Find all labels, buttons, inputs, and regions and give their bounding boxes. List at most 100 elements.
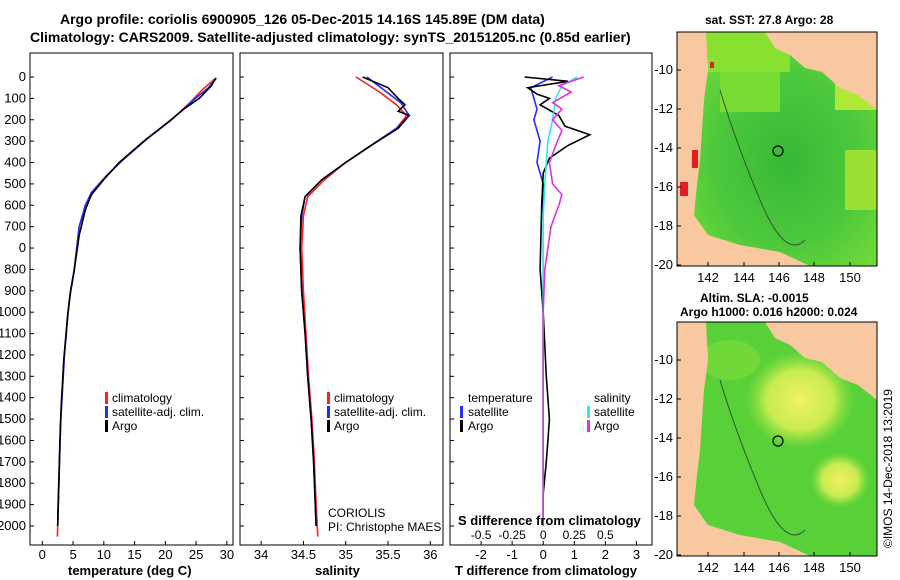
salinity-xlabel: salinity	[315, 563, 361, 578]
x-tick-label: 2	[602, 547, 609, 562]
depth-tick-label: 1800	[0, 475, 26, 490]
map-x-tick-label: 150	[839, 560, 861, 575]
series-line-s-argo	[542, 76, 584, 526]
temperature-xlabel: temperature (deg C)	[68, 563, 192, 578]
figure-title-line1: Argo profile: coriolis 6900905_126 05-De…	[60, 11, 545, 27]
series-line-s-satellite	[542, 76, 578, 526]
legend-title-salinity: salinity	[594, 391, 631, 405]
x-tick2-label: 0.25	[563, 528, 587, 542]
legend-title-temperature: temperature	[468, 391, 533, 405]
x-tick-label: 3	[633, 547, 640, 562]
legend-label-argo: Argo	[334, 419, 360, 433]
sla-map	[677, 322, 877, 556]
depth-tick-label: 1900	[0, 497, 26, 512]
x-tick-label: 0	[540, 547, 547, 562]
sla-map-frame	[676, 321, 878, 557]
x-tick-label: 36	[423, 547, 437, 562]
series-line-climatology	[300, 76, 408, 537]
difference-xlabel: T difference from climatology	[455, 563, 638, 578]
temperature-legend: climatology satellite-adj. clim. Argo	[105, 391, 204, 433]
depth-tick-label: 700	[4, 219, 26, 234]
series-line-satellite-adj-clim-	[56, 77, 218, 527]
x-tick2-label: -0.25	[498, 528, 526, 542]
figure-title-line2: Climatology: CARS2009. Satellite-adjuste…	[30, 29, 631, 45]
depth-tick-label: 100	[4, 90, 26, 105]
legend-swatch-t-satellite	[460, 406, 463, 418]
x-tick2-label: -0.5	[471, 528, 492, 542]
depth-tick-label: 1600	[0, 432, 26, 447]
series-line-satellite-adj-clim-	[299, 76, 411, 527]
x-tick-label: 5	[69, 547, 76, 562]
map-x-tick-label: 146	[768, 270, 790, 285]
map-y-tick-label: -16	[654, 179, 673, 194]
x-tick-label: 20	[158, 547, 172, 562]
coriolis-annotation: CORIOLIS	[328, 506, 385, 520]
sst-map	[677, 32, 877, 266]
x-tick-label: -1	[506, 547, 518, 562]
x-tick-label: 10	[97, 547, 111, 562]
argo-location-marker	[772, 435, 784, 447]
x-tick2-label: 0	[540, 528, 547, 542]
sst-map-ticks: 142 144 146 148 150 -10 -12 -14 -16 -18 -20	[654, 62, 861, 285]
difference-plot-frame	[449, 52, 653, 546]
depth-tick-label: 1700	[0, 454, 26, 469]
legend-label-climatology: climatology	[112, 391, 172, 405]
x-tick-label: 35	[338, 547, 352, 562]
sst-map-frame	[676, 31, 878, 267]
depth-tick-label: 400	[4, 155, 26, 170]
map-y-tick-label: -18	[654, 218, 673, 233]
legend-swatch-satellite	[327, 406, 330, 418]
map-x-tick-label: 144	[733, 560, 755, 575]
argo-location-marker	[772, 145, 784, 157]
legend-label-satellite: satellite-adj. clim.	[334, 405, 426, 419]
legend-swatch-satellite	[105, 406, 108, 418]
map-x-tick-label: 142	[697, 270, 719, 285]
legend-swatch-argo	[105, 420, 108, 432]
depth-tick-label: 1000	[0, 304, 26, 319]
s-difference-label: S difference from climatology	[458, 513, 642, 528]
depth-tick-label: 0	[19, 69, 26, 84]
salinity-x-ticks: 34 34.5 35 35.5 36	[254, 541, 438, 562]
x-tick-label: 30	[220, 547, 234, 562]
difference-series	[524, 76, 592, 526]
depth-tick-label: 2000	[0, 518, 26, 533]
depth-tick-label: 800	[4, 261, 26, 276]
x-tick-label: 34	[254, 547, 268, 562]
map-x-tick-label: 144	[733, 270, 755, 285]
series-line-argo	[56, 77, 217, 527]
depth-tick-label: 1200	[0, 347, 26, 362]
x-tick-label: 15	[127, 547, 141, 562]
map-y-tick-label: -12	[654, 391, 673, 406]
legend-swatch-climatology	[327, 392, 330, 404]
map-y-tick-label: -10	[654, 352, 673, 367]
legend-label-satellite: satellite-adj. clim.	[112, 405, 204, 419]
depth-tick-label: 1100	[0, 326, 26, 341]
depth-tick-label: 300	[4, 133, 26, 148]
difference-x-ticks: -2 -1 0 1 2 3 -0.5 -0.25 0 0.25 0.5	[471, 528, 640, 562]
map-x-tick-label: 148	[803, 560, 825, 575]
depth-tick-label: 1300	[0, 368, 26, 383]
map-y-tick-label: -20	[654, 547, 673, 562]
depth-tick-label: 600	[4, 197, 26, 212]
sla-map-ticks: 142 144 146 148 150 -10 -12 -14 -16 -18 -20	[654, 352, 861, 575]
map-x-tick-label: 150	[839, 270, 861, 285]
series-line-t-argo	[524, 76, 592, 526]
land-australia	[677, 32, 810, 266]
map-y-tick-label: -14	[654, 140, 673, 155]
legend-label-t-argo: Argo	[468, 419, 494, 433]
legend-swatch-argo	[327, 420, 330, 432]
land-australia	[677, 322, 810, 556]
map-x-tick-label: 142	[697, 560, 719, 575]
sla-map-title2: Argo h1000: 0.016 h2000: 0.024	[680, 305, 858, 319]
pi-annotation: PI: Christophe MAES	[328, 520, 441, 534]
x-tick-label: 25	[189, 547, 203, 562]
temperature-plot-frame	[29, 52, 234, 546]
legend-label-climatology: climatology	[334, 391, 394, 405]
difference-legend-left: temperature satellite Argo	[460, 391, 533, 433]
depth-tick-label: 1400	[0, 390, 26, 405]
map-x-tick-label: 146	[768, 560, 790, 575]
legend-label-t-satellite: satellite	[468, 405, 509, 419]
x-tick-label: 1	[571, 547, 578, 562]
x-tick-label: 35.5	[375, 547, 400, 562]
